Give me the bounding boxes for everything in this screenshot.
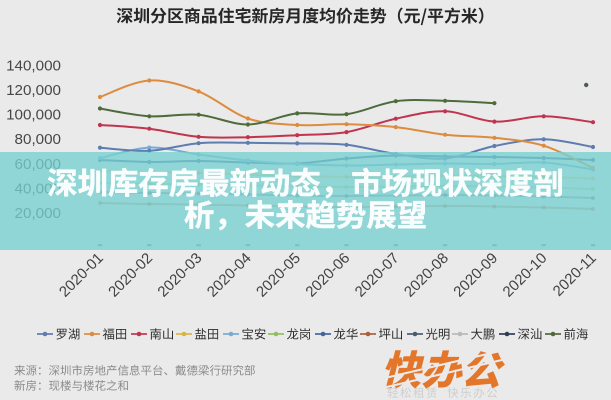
svg-text:140,000: 140,000 <box>6 57 61 74</box>
svg-text:120,000: 120,000 <box>6 82 61 99</box>
svg-text:100,000: 100,000 <box>6 107 61 124</box>
svg-text:80,000: 80,000 <box>15 131 61 148</box>
